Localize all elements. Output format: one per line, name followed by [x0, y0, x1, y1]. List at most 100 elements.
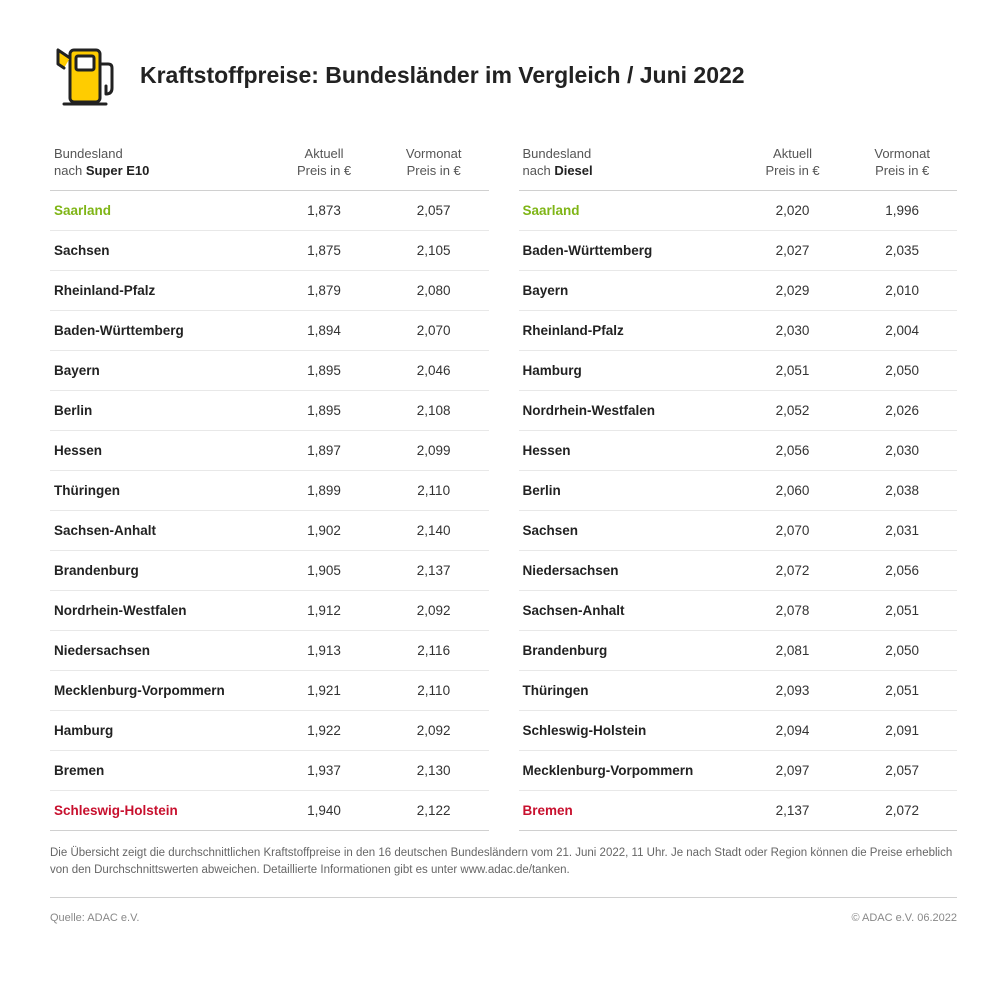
state-name: Bremen — [50, 750, 269, 790]
col-header-line1: Bundesland — [54, 146, 123, 161]
current-price: 1,895 — [269, 350, 379, 390]
table-row: Sachsen1,8752,105 — [50, 230, 489, 270]
state-name: Sachsen-Anhalt — [50, 510, 269, 550]
table-row: Saarland1,8732,057 — [50, 190, 489, 230]
current-price: 1,873 — [269, 190, 379, 230]
fuel-type-label: Super E10 — [86, 163, 150, 178]
state-name: Bayern — [50, 350, 269, 390]
state-name: Mecklenburg-Vorpommern — [519, 750, 738, 790]
prev-price: 2,031 — [847, 510, 957, 550]
table-row: Rheinland-Pfalz1,8792,080 — [50, 270, 489, 310]
footer: Quelle: ADAC e.V. © ADAC e.V. 06.2022 — [50, 912, 957, 924]
prev-price: 2,110 — [379, 670, 489, 710]
prev-price: 2,010 — [847, 270, 957, 310]
current-price: 1,912 — [269, 590, 379, 630]
table-row: Schleswig-Holstein1,9402,122 — [50, 790, 489, 830]
prev-price: 2,092 — [379, 710, 489, 750]
col-header-prev: VormonatPreis in € — [379, 140, 489, 190]
table-row: Bremen1,9372,130 — [50, 750, 489, 790]
prev-price: 1,996 — [847, 190, 957, 230]
current-price: 1,905 — [269, 550, 379, 590]
prev-price: 2,140 — [379, 510, 489, 550]
state-name: Mecklenburg-Vorpommern — [50, 670, 269, 710]
table-row: Saarland2,0201,996 — [519, 190, 958, 230]
prev-price: 2,105 — [379, 230, 489, 270]
prev-price: 2,091 — [847, 710, 957, 750]
fuel-pump-icon — [50, 40, 120, 110]
table-row: Thüringen2,0932,051 — [519, 670, 958, 710]
prev-price: 2,057 — [379, 190, 489, 230]
prev-price: 2,051 — [847, 590, 957, 630]
state-name: Niedersachsen — [50, 630, 269, 670]
state-name: Saarland — [50, 190, 269, 230]
state-name: Nordrhein-Westfalen — [519, 390, 738, 430]
state-name: Rheinland-Pfalz — [519, 310, 738, 350]
table-row: Schleswig-Holstein2,0942,091 — [519, 710, 958, 750]
prev-price: 2,108 — [379, 390, 489, 430]
table-row: Sachsen-Anhalt2,0782,051 — [519, 590, 958, 630]
table-row: Rheinland-Pfalz2,0302,004 — [519, 310, 958, 350]
col-header-prev: VormonatPreis in € — [847, 140, 957, 190]
current-price: 2,081 — [738, 630, 848, 670]
prev-price: 2,026 — [847, 390, 957, 430]
current-price: 1,879 — [269, 270, 379, 310]
state-name: Bremen — [519, 790, 738, 830]
current-price: 2,020 — [738, 190, 848, 230]
state-name: Schleswig-Holstein — [50, 790, 269, 830]
table-row: Baden-Württemberg1,8942,070 — [50, 310, 489, 350]
state-name: Hessen — [519, 430, 738, 470]
col-header-state: Bundeslandnach Diesel — [519, 140, 738, 190]
current-price: 2,072 — [738, 550, 848, 590]
table-row: Niedersachsen1,9132,116 — [50, 630, 489, 670]
state-name: Thüringen — [519, 670, 738, 710]
state-name: Hessen — [50, 430, 269, 470]
table-row: Bremen2,1372,072 — [519, 790, 958, 830]
fuel-table-diesel: Bundeslandnach DieselAktuellPreis in €Vo… — [519, 140, 958, 831]
current-price: 1,921 — [269, 670, 379, 710]
prev-price: 2,122 — [379, 790, 489, 830]
state-name: Niedersachsen — [519, 550, 738, 590]
current-price: 2,052 — [738, 390, 848, 430]
table-row: Brandenburg1,9052,137 — [50, 550, 489, 590]
prev-price: 2,038 — [847, 470, 957, 510]
fuel-type-label: Diesel — [554, 163, 592, 178]
prev-price: 2,004 — [847, 310, 957, 350]
prev-price: 2,030 — [847, 430, 957, 470]
table-row: Bayern1,8952,046 — [50, 350, 489, 390]
tables-container: Bundeslandnach Super E10AktuellPreis in … — [50, 140, 957, 831]
prev-price: 2,110 — [379, 470, 489, 510]
state-name: Baden-Württemberg — [50, 310, 269, 350]
current-price: 2,070 — [738, 510, 848, 550]
state-name: Hamburg — [519, 350, 738, 390]
source-label: Quelle: ADAC e.V. — [50, 912, 139, 924]
current-price: 2,051 — [738, 350, 848, 390]
table-row: Baden-Württemberg2,0272,035 — [519, 230, 958, 270]
prev-price: 2,130 — [379, 750, 489, 790]
state-name: Schleswig-Holstein — [519, 710, 738, 750]
table-row: Thüringen1,8992,110 — [50, 470, 489, 510]
table-row: Mecklenburg-Vorpommern2,0972,057 — [519, 750, 958, 790]
table-row: Hessen2,0562,030 — [519, 430, 958, 470]
state-name: Bayern — [519, 270, 738, 310]
col-header-line2: nach Super E10 — [54, 163, 149, 178]
current-price: 1,895 — [269, 390, 379, 430]
state-name: Hamburg — [50, 710, 269, 750]
table-row: Hessen1,8972,099 — [50, 430, 489, 470]
col-header-state: Bundesland nach Super E10 — [50, 140, 269, 190]
table-row: Bayern2,0292,010 — [519, 270, 958, 310]
prev-price: 2,056 — [847, 550, 957, 590]
table-row: Brandenburg2,0812,050 — [519, 630, 958, 670]
state-name: Saarland — [519, 190, 738, 230]
prev-price: 2,080 — [379, 270, 489, 310]
prev-price: 2,051 — [847, 670, 957, 710]
table-row: Berlin1,8952,108 — [50, 390, 489, 430]
copyright-label: © ADAC e.V. 06.2022 — [851, 912, 957, 924]
current-price: 2,056 — [738, 430, 848, 470]
state-name: Berlin — [50, 390, 269, 430]
current-price: 1,894 — [269, 310, 379, 350]
current-price: 1,940 — [269, 790, 379, 830]
col-header-line2: nach Diesel — [523, 163, 593, 178]
table-row: Hamburg1,9222,092 — [50, 710, 489, 750]
current-price: 2,137 — [738, 790, 848, 830]
state-name: Nordrhein-Westfalen — [50, 590, 269, 630]
